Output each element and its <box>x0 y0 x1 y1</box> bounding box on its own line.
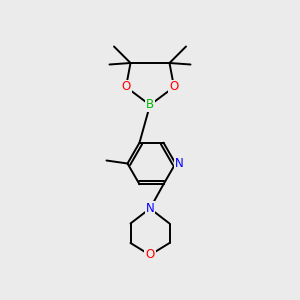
Text: N: N <box>146 202 154 215</box>
Text: O: O <box>146 248 154 262</box>
Text: O: O <box>122 80 130 94</box>
Text: N: N <box>175 157 184 170</box>
Text: O: O <box>169 80 178 94</box>
Text: B: B <box>146 98 154 112</box>
